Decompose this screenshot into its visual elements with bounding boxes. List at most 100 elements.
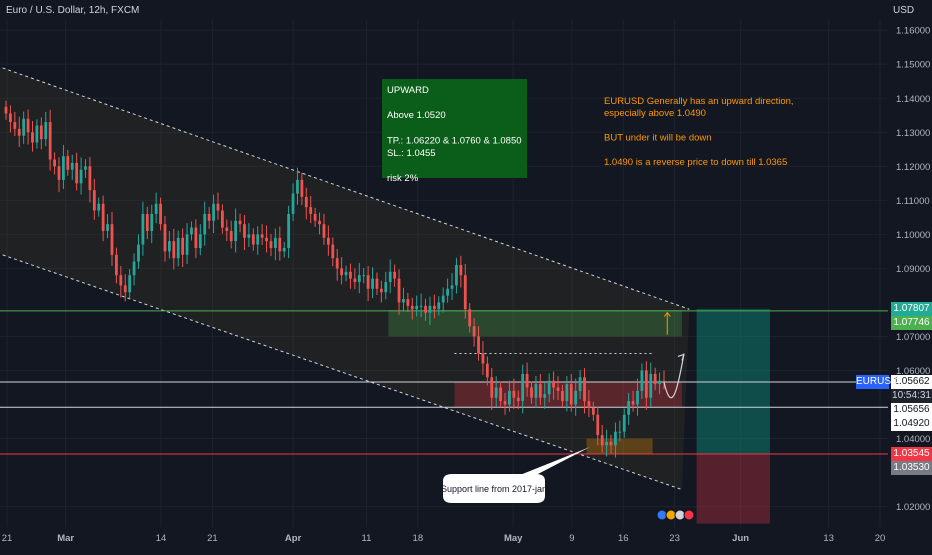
candle[interactable] — [291, 193, 295, 214]
candle[interactable] — [251, 234, 255, 245]
candle[interactable] — [260, 234, 264, 238]
candle[interactable] — [627, 401, 631, 415]
candle[interactable] — [446, 288, 450, 296]
candle[interactable] — [512, 390, 516, 398]
candle[interactable] — [508, 390, 511, 405]
candle[interactable] — [450, 285, 454, 289]
candle[interactable] — [216, 203, 220, 211]
candle[interactable] — [212, 203, 215, 221]
candle[interactable] — [26, 118, 30, 133]
candle[interactable] — [618, 431, 622, 433]
candle[interactable] — [644, 370, 648, 398]
candle[interactable] — [636, 390, 639, 405]
candle[interactable] — [185, 234, 189, 255]
candle[interactable] — [397, 278, 401, 303]
candle[interactable] — [525, 373, 529, 388]
candle[interactable] — [410, 305, 414, 310]
candle[interactable] — [459, 264, 463, 276]
candle[interactable] — [137, 244, 140, 262]
candle[interactable] — [485, 363, 489, 378]
candle[interactable] — [614, 431, 617, 446]
candle[interactable] — [119, 275, 123, 286]
candle[interactable] — [92, 190, 96, 211]
candle[interactable] — [128, 275, 132, 293]
candle[interactable] — [145, 213, 149, 231]
candle[interactable] — [521, 373, 525, 402]
candle[interactable] — [658, 380, 661, 385]
candle[interactable] — [318, 220, 321, 225]
candle[interactable] — [4, 106, 8, 114]
candle[interactable] — [481, 353, 485, 364]
candle[interactable] — [477, 336, 480, 354]
candle[interactable] — [225, 227, 229, 231]
candle[interactable] — [574, 390, 578, 405]
candle[interactable] — [631, 401, 635, 405]
candle[interactable] — [384, 282, 388, 293]
candle[interactable] — [110, 224, 114, 255]
candle[interactable] — [569, 384, 573, 405]
candle[interactable] — [282, 247, 286, 252]
candle[interactable] — [172, 241, 176, 259]
candle[interactable] — [48, 122, 52, 160]
candle[interactable] — [17, 128, 21, 136]
candle[interactable] — [176, 237, 180, 259]
candle[interactable] — [393, 271, 397, 279]
candle[interactable] — [600, 435, 604, 446]
position-profit-zone[interactable] — [696, 308, 770, 455]
candle[interactable] — [596, 414, 600, 436]
candle[interactable] — [516, 397, 520, 402]
candle[interactable] — [238, 220, 242, 225]
candle[interactable] — [265, 237, 268, 242]
candle[interactable] — [132, 261, 136, 276]
candle[interactable] — [362, 275, 366, 277]
candle[interactable] — [79, 169, 83, 184]
candle[interactable] — [304, 196, 308, 208]
candle[interactable] — [300, 179, 304, 197]
candle[interactable] — [31, 132, 34, 143]
candle[interactable] — [220, 210, 224, 228]
candle[interactable] — [66, 156, 70, 170]
candle[interactable] — [194, 227, 198, 248]
candle[interactable] — [313, 213, 317, 221]
candle[interactable] — [75, 162, 79, 184]
candle[interactable] — [269, 241, 273, 248]
buy-zone[interactable] — [388, 309, 682, 337]
candle[interactable] — [375, 278, 379, 289]
candle[interactable] — [424, 305, 427, 313]
candle[interactable] — [357, 275, 361, 283]
candle[interactable] — [366, 275, 370, 289]
candle[interactable] — [432, 305, 436, 310]
candle[interactable] — [494, 387, 498, 398]
candle[interactable] — [287, 213, 291, 248]
candle[interactable] — [39, 125, 43, 140]
candle[interactable] — [97, 203, 101, 211]
candle[interactable] — [309, 207, 313, 214]
candle[interactable] — [428, 305, 432, 313]
candle[interactable] — [207, 213, 211, 221]
plan-box[interactable] — [382, 79, 527, 178]
candle[interactable] — [490, 377, 494, 398]
candle[interactable] — [441, 295, 445, 303]
candle[interactable] — [437, 302, 441, 310]
candle[interactable] — [115, 254, 118, 276]
event-flag-icon[interactable] — [683, 509, 695, 521]
candle[interactable] — [653, 373, 657, 385]
candle[interactable] — [159, 203, 162, 225]
candle[interactable] — [583, 377, 586, 402]
candle[interactable] — [88, 166, 92, 191]
candle[interactable] — [415, 305, 419, 310]
candle[interactable] — [565, 384, 569, 402]
candle[interactable] — [229, 230, 233, 242]
candle[interactable] — [326, 237, 330, 245]
channel-lower-line[interactable] — [0, 241, 683, 491]
candle[interactable] — [419, 305, 423, 307]
candle[interactable] — [163, 224, 167, 252]
candle[interactable] — [84, 166, 87, 170]
candle[interactable] — [578, 377, 582, 391]
candle[interactable] — [556, 387, 560, 391]
candle[interactable] — [472, 326, 476, 337]
candle[interactable] — [123, 285, 127, 293]
candle[interactable] — [371, 278, 374, 289]
candle[interactable] — [322, 224, 326, 238]
